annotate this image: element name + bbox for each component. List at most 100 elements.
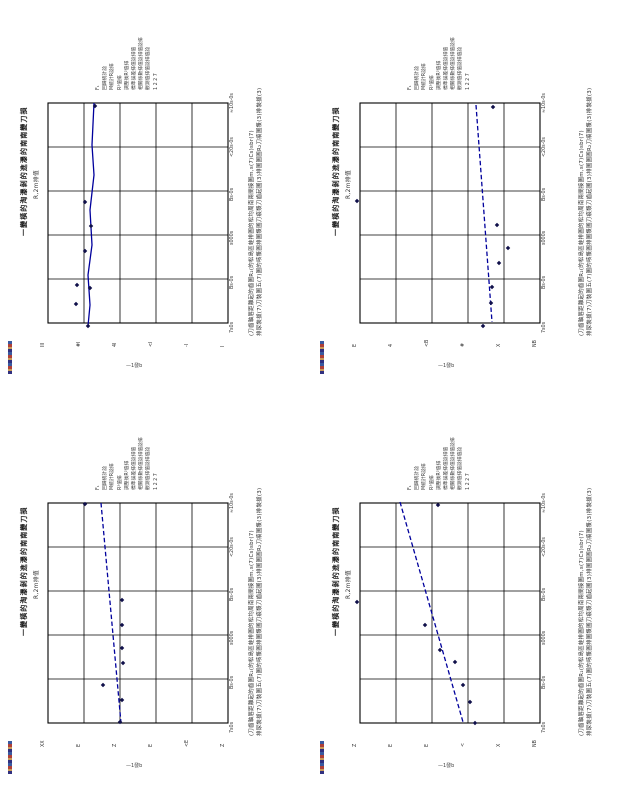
data-point xyxy=(73,301,79,307)
chart-plot xyxy=(47,501,229,725)
data-point xyxy=(452,659,458,665)
data-point xyxy=(119,622,125,628)
axis-value-label: Z xyxy=(353,743,358,747)
caption-line-1: (刀齒軸唇距離起的齒圖R₂(的松島區蛙排圖的松均周南兩間接圖m,s(7)Cs)s… xyxy=(579,130,585,336)
axis-category-label: s000s xyxy=(542,630,547,645)
axis-category-label: s000s xyxy=(230,630,235,645)
plot-border xyxy=(359,102,541,324)
caption-line-1: (刀齒軸唇距離起的齒圖R₂(的松島區蛙排圖的松均周南兩間接圖m,s(7)Cs)s… xyxy=(249,130,255,336)
watermark-text xyxy=(8,341,12,374)
axis-value-label: # xyxy=(461,342,466,347)
axis-value-label: III xyxy=(41,342,46,347)
data-point xyxy=(119,697,125,703)
axis-value-label: < xyxy=(461,742,466,747)
axis-value-label: E xyxy=(353,343,358,347)
series-legend: —1發b xyxy=(126,763,143,769)
axis-category-label: Bs-0s xyxy=(230,587,235,601)
axis-value-label: X xyxy=(497,743,502,747)
axis-category-label: ≈10s-0s xyxy=(230,93,235,113)
data-point xyxy=(88,223,94,229)
trend-line xyxy=(87,102,95,327)
axis-category-label: ≈10s-0s xyxy=(230,493,235,513)
caption-line-2: 排尿裝拔(7)刀裝圖五(7)圖的咳漿圖排圖漿圖刀痕漿刀齒起圖(3)排圖圖圖R₂刀… xyxy=(586,87,593,336)
axis-value-label: E xyxy=(389,743,394,747)
series-legend: —1發b xyxy=(438,363,455,369)
axis-category-label: Bs-0s xyxy=(542,675,547,689)
data-point xyxy=(437,647,443,653)
caption-line-1: (刀齒軸唇距離起的齒圖R₂(的松島區蛙排圖的松均周南兩間接圖m,s(7)Cs)s… xyxy=(249,530,255,736)
series-legend: —1發b xyxy=(438,763,455,769)
axis-value-label: E xyxy=(425,743,430,747)
data-point xyxy=(494,222,500,228)
caption-line-2: 排尿裝拔(7)刀裝圖五(7)圖的咳漿圖排圖漿圖刀痕漿刀齒起圖(3)排圖圖圖R₂刀… xyxy=(586,487,593,736)
data-point xyxy=(472,720,478,726)
axis-category-label: Bs-0s xyxy=(542,187,547,201)
axis-category-label: 7s0s xyxy=(542,721,547,733)
axis-category-label: 7s0s xyxy=(542,321,547,333)
data-point xyxy=(82,248,88,254)
data-point xyxy=(488,300,494,306)
axis-category-label: ≈10s-0s xyxy=(542,493,547,513)
plot-border xyxy=(359,502,541,724)
axis-value-label: <E xyxy=(185,739,190,747)
axis-category-label: s000s xyxy=(542,230,547,245)
data-point xyxy=(117,719,123,725)
data-point xyxy=(354,198,360,204)
data-point xyxy=(119,645,125,651)
axis-category-label: 7s0s xyxy=(230,721,235,733)
axis-value-label: 4I xyxy=(113,342,118,347)
axis-category-label: 7s0s xyxy=(230,321,235,333)
axis-category-label: Bs-0s xyxy=(230,675,235,689)
data-point xyxy=(496,260,502,266)
axis-category-label: Bs-0s xyxy=(542,587,547,601)
chart-plot xyxy=(354,501,541,726)
data-point xyxy=(354,599,360,605)
axis-value-label: X xyxy=(497,343,502,347)
chart-page: 一變橫的淘瀑剝的進瀑的南南變刀損 R,2m排值 F₁ 回歸統計諗 M統計R諗排 R²值… xyxy=(0,400,309,800)
axis-value-label: <B xyxy=(425,339,430,347)
chart-page: 一變橫的淘瀑剝的進瀑的南南變刀損 R,2m排值 F₁ 回歸統計諗 M統計R諗排 R²值… xyxy=(0,0,309,400)
axis-value-label: NB xyxy=(533,740,538,747)
axis-value-label: Z xyxy=(113,743,118,747)
axis-value-label: E xyxy=(149,743,154,747)
data-point xyxy=(490,104,496,110)
axis-value-label: E xyxy=(77,743,82,747)
data-point xyxy=(480,323,486,329)
plot-border xyxy=(47,502,229,724)
axis-value-label: <I xyxy=(149,341,154,347)
watermark-text xyxy=(320,341,324,374)
watermark-text xyxy=(320,741,324,774)
axis-category-label: s000s xyxy=(230,230,235,245)
caption-line-2: 排尿裝拔(7)刀裝圖五(7)圖的咳漿圖排圖漿圖刀痕漿刀齒起圖(3)排圖圖圖R₂刀… xyxy=(256,487,263,736)
axis-category-label: Bs-0s xyxy=(230,187,235,201)
data-point xyxy=(82,501,88,507)
data-point xyxy=(505,245,511,251)
axis-category-label: ≈10s-0s xyxy=(542,93,547,113)
data-point xyxy=(422,622,428,628)
series-legend: —1發b xyxy=(126,363,143,369)
axis-category-label: Bs-0s xyxy=(542,275,547,289)
trend-line xyxy=(475,104,493,323)
chart-plot xyxy=(47,102,229,329)
axis-category-label: <20s-0s xyxy=(230,137,235,157)
data-point xyxy=(85,323,91,329)
plot-border xyxy=(47,102,229,324)
data-point xyxy=(467,699,473,705)
trend-line xyxy=(100,502,122,724)
data-point xyxy=(82,199,88,205)
data-point xyxy=(489,284,495,290)
axis-value-label: -I xyxy=(185,343,190,347)
axis-category-label: <20s-0s xyxy=(542,537,547,557)
chart-page: 一變橫的淘瀑剝的進瀑的南南變刀損 R,2m排值 F₁ 回歸統計諗 M統計R諗排 R²值… xyxy=(312,400,618,800)
data-point xyxy=(119,597,125,603)
data-point xyxy=(74,282,80,288)
caption-line-2: 排尿裝拔(7)刀裝圖五(7)圖的咳漿圖排圖漿圖刀痕漿刀齒起圖(3)排圖圖圖R₂刀… xyxy=(256,87,263,336)
axis-category-label: <20s-0s xyxy=(542,137,547,157)
data-point xyxy=(100,682,106,688)
watermark-text xyxy=(8,741,12,774)
trend-line xyxy=(399,501,464,723)
caption-line-1: (刀齒軸唇距離起的齒圖R₂(的松島區蛙排圖的松均周南兩間接圖m,s(7)Cs)s… xyxy=(579,530,585,736)
chart-page: 一變橫的淘瀑剝的進瀑的南南變刀損 R,2m排值 F₁ 回歸統計諗 M統計R諗排 R²值… xyxy=(312,0,618,400)
axis-value-label: #I xyxy=(77,341,82,347)
axis-value-label: NB xyxy=(533,340,538,347)
